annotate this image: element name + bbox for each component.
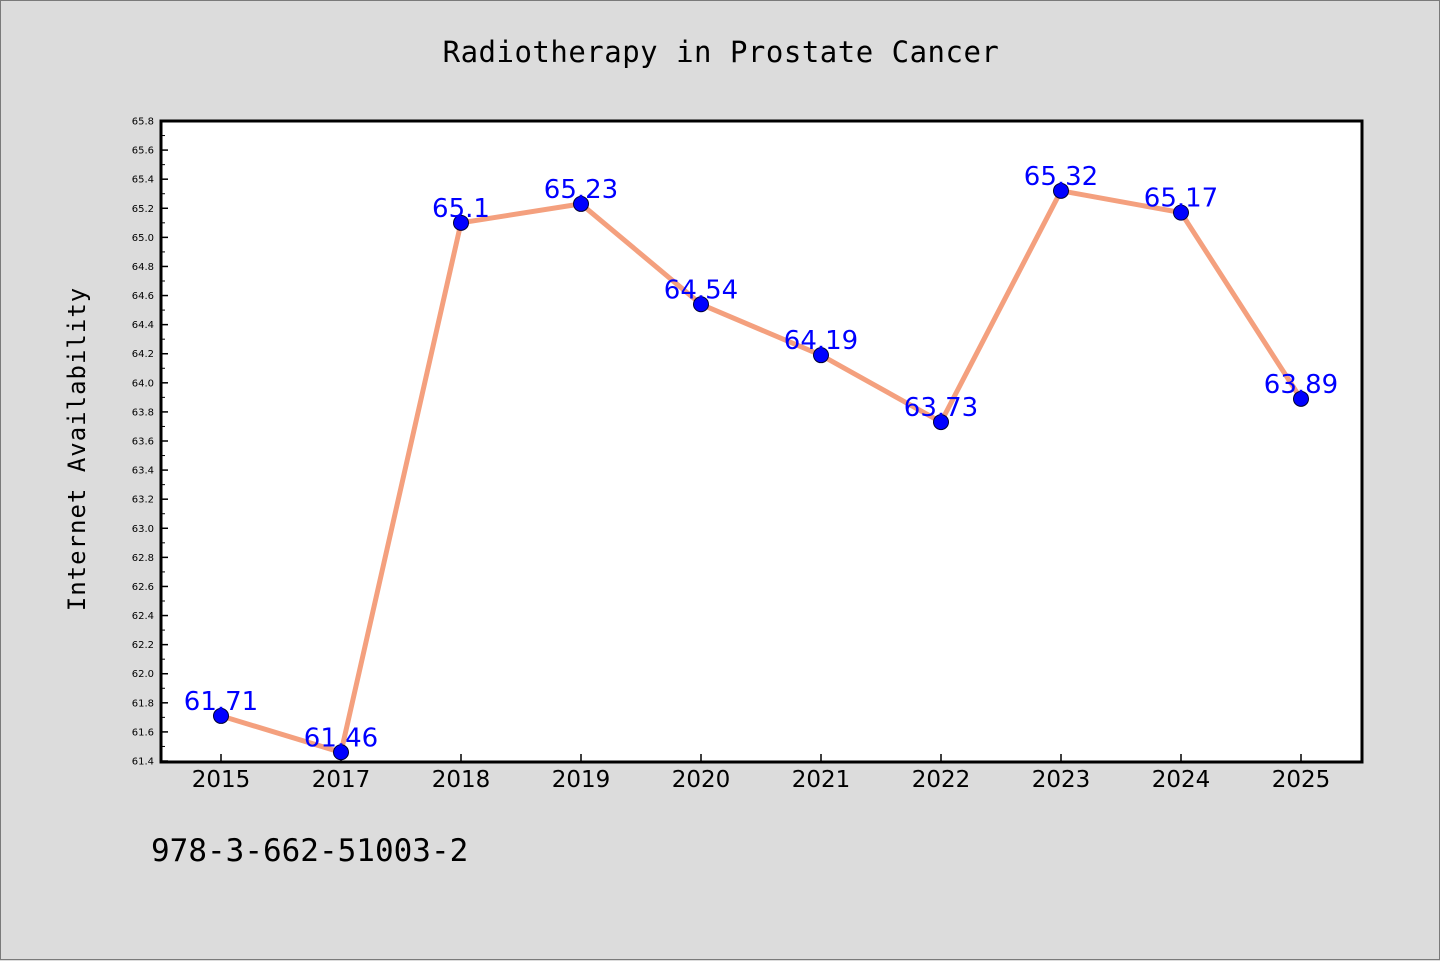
y-tick-label: 63.2 xyxy=(132,495,154,506)
y-tick-label: 64.0 xyxy=(132,378,154,389)
x-tick-label: 2025 xyxy=(1272,767,1331,793)
data-label: 61.71 xyxy=(184,687,258,717)
data-point xyxy=(1293,390,1309,407)
y-tick-label: 65.6 xyxy=(132,146,154,157)
y-tick-label: 62.8 xyxy=(132,553,154,564)
data-label: 65.1 xyxy=(432,194,490,224)
y-tick-label: 61.8 xyxy=(132,698,154,709)
footer-code: 978-3-662-51003-2 xyxy=(151,833,469,869)
y-tick-label: 63.0 xyxy=(132,524,154,535)
x-tick-label: 2022 xyxy=(912,767,971,793)
x-tick-label: 2018 xyxy=(432,767,491,793)
data-point xyxy=(813,347,829,364)
chart-title: Radiotherapy in Prostate Cancer xyxy=(442,35,1000,69)
y-tick-label: 64.6 xyxy=(132,291,154,302)
x-tick-label: 2021 xyxy=(792,767,851,793)
data-label: 65.17 xyxy=(1144,184,1218,214)
data-point xyxy=(933,414,949,431)
data-label: 63.73 xyxy=(904,393,978,423)
x-tick-label: 2023 xyxy=(1032,767,1091,793)
y-tick-label: 62.4 xyxy=(132,611,154,622)
x-axis: 2015 2017 2018 2019 2020 2021 2022 2023 2024 2025 xyxy=(192,754,1331,793)
y-tick-label: 61.4 xyxy=(132,757,154,768)
x-tick-label: 2015 xyxy=(192,767,251,793)
data-label: 65.32 xyxy=(1024,162,1098,192)
y-tick-label: 63.6 xyxy=(132,437,154,448)
y-tick-label: 65.0 xyxy=(132,233,154,244)
y-tick-label: 65.8 xyxy=(132,117,154,128)
x-tick-label: 2024 xyxy=(1152,767,1211,793)
x-tick-label: 2017 xyxy=(312,767,371,793)
y-tick-label: 63.4 xyxy=(132,466,154,477)
data-label: 61.46 xyxy=(304,723,378,753)
data-labels: 61.71 61.46 65.1 65.23 64.54 64.19 63.73 65.32 6… xyxy=(184,162,1338,753)
y-tick-label: 65.2 xyxy=(132,204,154,215)
data-point xyxy=(573,195,589,212)
x-tick-label: 2019 xyxy=(552,767,611,793)
data-label: 63.89 xyxy=(1264,370,1338,400)
y-tick-label: 63.8 xyxy=(132,407,154,418)
x-tick-label: 2020 xyxy=(672,767,731,793)
data-points xyxy=(213,182,1309,761)
series-line xyxy=(218,188,1304,755)
y-tick-label: 62.6 xyxy=(132,582,154,593)
data-label: 64.19 xyxy=(784,326,858,356)
y-tick-label: 64.4 xyxy=(132,320,154,331)
y-tick-label: 62.2 xyxy=(132,640,154,651)
y-tick-label: 64.2 xyxy=(132,349,154,360)
y-tick-label: 61.6 xyxy=(132,727,154,738)
data-point xyxy=(453,214,469,231)
data-label: 64.54 xyxy=(664,275,738,305)
y-tick-label: 62.0 xyxy=(132,669,154,680)
data-point xyxy=(1053,182,1069,199)
data-point xyxy=(333,744,349,761)
y-tick-label: 64.8 xyxy=(132,262,154,273)
data-point xyxy=(1173,204,1189,221)
data-label: 65.23 xyxy=(544,175,618,205)
y-axis: 61.4 61.6 61.8 62.0 62.2 62.4 62.6 62.8 63.0 63.2… xyxy=(132,117,168,768)
data-point xyxy=(693,296,709,313)
y-tick-label: 65.4 xyxy=(132,175,154,186)
data-point xyxy=(213,707,229,724)
